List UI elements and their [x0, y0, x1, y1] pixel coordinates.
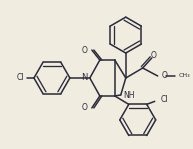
Text: NH: NH: [123, 91, 135, 100]
Text: N: N: [81, 73, 87, 83]
Text: O: O: [82, 46, 88, 55]
Text: Cl: Cl: [161, 95, 168, 104]
Text: O: O: [162, 72, 168, 80]
Text: CH₃: CH₃: [179, 73, 190, 79]
Text: O: O: [82, 103, 88, 112]
Text: O: O: [151, 51, 157, 60]
Text: Cl: Cl: [16, 73, 24, 83]
